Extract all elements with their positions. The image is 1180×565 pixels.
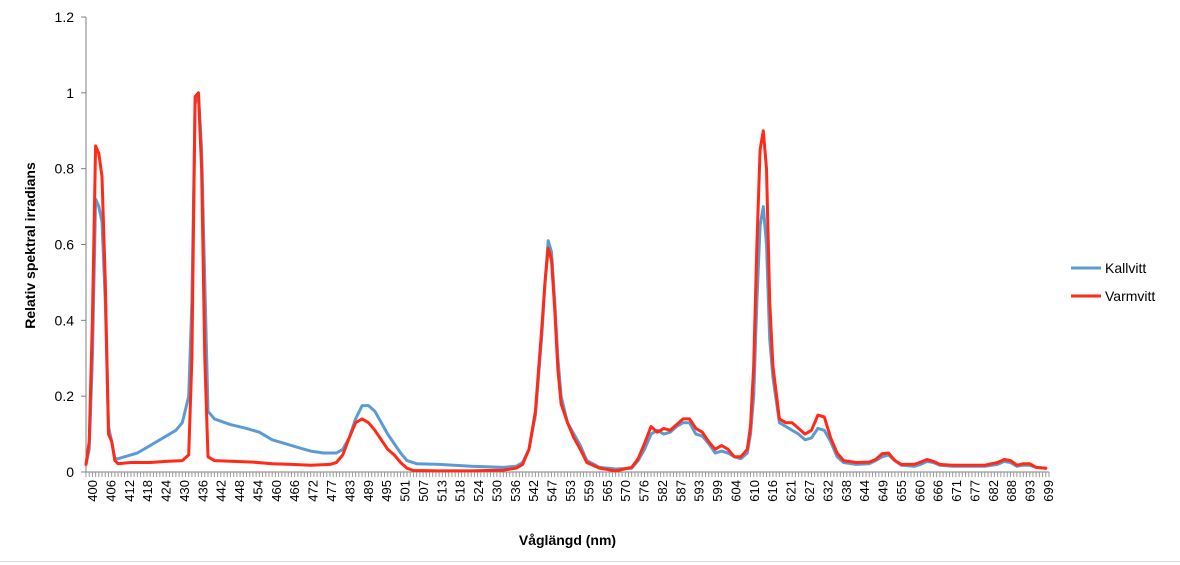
x-tick-label: 576 [637, 480, 652, 502]
x-tick-label: 466 [287, 480, 302, 502]
x-tick-label: 604 [728, 480, 743, 502]
x-tick-label: 400 [85, 480, 100, 502]
x-tick-label: 671 [949, 480, 964, 502]
x-tick-label: 677 [967, 480, 982, 502]
x-tick-label: 688 [1004, 480, 1019, 502]
x-tick-label: 666 [931, 480, 946, 502]
x-tick-label: 547 [545, 480, 560, 502]
x-tick-label: 424 [159, 480, 174, 502]
x-tick-label: 616 [765, 480, 780, 502]
x-tick-label: 513 [434, 480, 449, 502]
x-tick-label: 627 [802, 480, 817, 502]
x-tick-label: 621 [784, 480, 799, 502]
x-tick-label: 495 [379, 480, 394, 502]
x-tick-label: 553 [563, 480, 578, 502]
x-tick-label: 682 [986, 480, 1001, 502]
x-tick-label: 406 [103, 480, 118, 502]
x-tick-label: 582 [655, 480, 670, 502]
x-tick-label: 454 [250, 480, 265, 502]
x-tick-label: 660 [912, 480, 927, 502]
series-line-varmvitt [84, 91, 1048, 473]
y-tick-label: 0.4 [55, 312, 75, 328]
x-tick-label: 442 [214, 480, 229, 502]
x-tick-label: 501 [398, 480, 413, 502]
x-tick-label: 565 [600, 480, 615, 502]
x-tick-label: 610 [747, 480, 762, 502]
x-tick-label: 638 [839, 480, 854, 502]
x-tick-label: 460 [269, 480, 284, 502]
y-tick-label: 1.2 [55, 9, 75, 25]
x-tick-label: 693 [1023, 480, 1038, 502]
y-axis-title: Relativ spektral irradians [22, 162, 38, 329]
x-tick-label: 530 [489, 480, 504, 502]
x-tick-label: 507 [416, 480, 431, 502]
x-tick-label: 644 [857, 480, 872, 502]
x-axis-title: Våglängd (nm) [519, 532, 616, 548]
x-tick-label: 655 [894, 480, 909, 502]
y-tick-label: 0.6 [55, 237, 75, 253]
bottom-divider [0, 561, 1180, 562]
x-tick-label: 524 [471, 480, 486, 502]
x-tick-label: 570 [618, 480, 633, 502]
x-tick-label: 477 [324, 480, 339, 502]
x-minor-ticks [85, 472, 1050, 477]
x-tick-label: 593 [692, 480, 707, 502]
x-tick-label: 536 [508, 480, 523, 502]
y-tick-label: 1 [66, 85, 74, 101]
x-tick-label: 472 [306, 480, 321, 502]
legend-label: Kallvitt [1105, 260, 1146, 276]
x-tick-label: 649 [876, 480, 891, 502]
x-tick-label: 489 [361, 480, 376, 502]
x-tick-label: 699 [1041, 480, 1056, 502]
x-tick-label: 518 [453, 480, 468, 502]
x-tick-label: 436 [195, 480, 210, 502]
x-tick-label: 542 [526, 480, 541, 502]
series-line-kallvitt [84, 91, 1048, 471]
y-tick-label: 0 [66, 464, 74, 480]
x-tick-label: 412 [122, 480, 137, 502]
x-tick-label: 587 [673, 480, 688, 502]
x-tick-label: 599 [710, 480, 725, 502]
x-tick-label: 448 [232, 480, 247, 502]
x-tick-label: 430 [177, 480, 192, 502]
x-tick-label: 483 [342, 480, 357, 502]
legend-label: Varmvitt [1105, 288, 1155, 304]
y-tick-label: 0.8 [55, 161, 75, 177]
x-tick-label: 559 [581, 480, 596, 502]
y-tick-label: 0.2 [55, 388, 75, 404]
x-tick-label: 418 [140, 480, 155, 502]
x-tick-label: 632 [820, 480, 835, 502]
